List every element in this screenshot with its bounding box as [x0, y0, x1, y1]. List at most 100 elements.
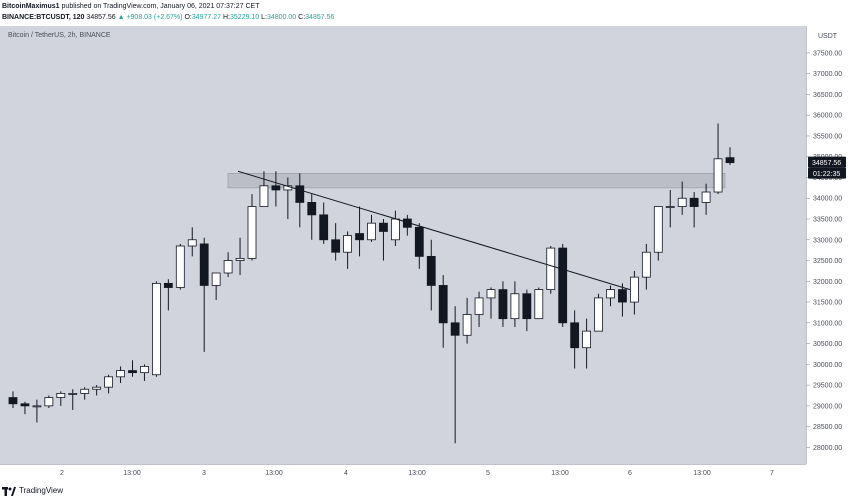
candle[interactable]: [235, 237, 245, 276]
candle[interactable]: [20, 401, 30, 415]
candle[interactable]: [630, 270, 639, 315]
candle[interactable]: [259, 171, 269, 207]
open-label: O:: [184, 14, 192, 21]
candle[interactable]: [32, 399, 42, 423]
candle[interactable]: [331, 223, 341, 261]
y-tick-label: 29500.00: [813, 383, 842, 390]
candle[interactable]: [653, 206, 663, 261]
candle-body-down: [689, 197, 699, 207]
candle[interactable]: [534, 287, 544, 320]
candle[interactable]: [68, 389, 78, 411]
candle[interactable]: [606, 285, 615, 307]
candle[interactable]: [44, 395, 54, 408]
candle[interactable]: [211, 272, 221, 300]
x-tick-label: 7: [770, 470, 774, 477]
descending-trendline[interactable]: [237, 170, 631, 291]
y-tick-label: 28500.00: [813, 424, 842, 431]
candle[interactable]: [618, 283, 627, 317]
candle[interactable]: [641, 243, 651, 290]
candle[interactable]: [558, 243, 568, 327]
x-tick-label: 13:00: [693, 470, 711, 477]
candle[interactable]: [677, 181, 687, 215]
x-tick-label: 13:00: [123, 470, 141, 477]
candle[interactable]: [140, 364, 149, 381]
candle-body-up: [367, 222, 376, 241]
candle[interactable]: [701, 183, 711, 215]
candle[interactable]: [295, 173, 305, 228]
candle[interactable]: [725, 147, 735, 166]
candle[interactable]: [80, 387, 90, 400]
candle[interactable]: [187, 227, 197, 257]
candle-body-down: [163, 282, 173, 288]
candle[interactable]: [343, 231, 353, 269]
candle[interactable]: [462, 297, 472, 344]
resistance-zone[interactable]: [227, 173, 726, 189]
candle-body-down: [271, 185, 281, 191]
candle[interactable]: [355, 206, 364, 257]
currency-label: USDT: [818, 33, 838, 40]
candle[interactable]: [426, 239, 436, 311]
candle-body-up: [390, 218, 400, 241]
candle[interactable]: [498, 281, 508, 327]
candle[interactable]: [474, 291, 484, 327]
candle[interactable]: [128, 360, 137, 377]
candle[interactable]: [163, 279, 173, 311]
candle[interactable]: [522, 289, 532, 332]
y-tick-label: 30000.00: [813, 362, 842, 369]
candle[interactable]: [546, 246, 556, 294]
candle[interactable]: [104, 374, 113, 394]
candle[interactable]: [56, 391, 66, 406]
candle[interactable]: [438, 275, 448, 348]
candle-body-down: [319, 214, 329, 241]
candle-body-up: [546, 247, 556, 290]
candle[interactable]: [379, 219, 388, 261]
candle[interactable]: [594, 293, 603, 332]
y-tick-label: 31500.00: [813, 300, 842, 307]
candle-body-up: [211, 272, 221, 286]
candle[interactable]: [450, 306, 460, 444]
candle-body-up: [140, 366, 149, 374]
candle[interactable]: [307, 194, 317, 240]
candle[interactable]: [510, 281, 520, 327]
candle-body-down: [199, 243, 209, 286]
y-tick-label: 32500.00: [813, 258, 842, 265]
candle-body-down: [331, 239, 341, 253]
candle[interactable]: [486, 287, 496, 319]
candle-body-down: [128, 370, 137, 374]
candle-body-up: [582, 330, 591, 349]
candle-body-down: [725, 157, 735, 164]
candle[interactable]: [116, 366, 125, 384]
candle-body-up: [594, 297, 603, 332]
candle[interactable]: [414, 223, 424, 269]
candle[interactable]: [175, 243, 185, 290]
ohlc-line: BINANCE:BTCUSDT, 120 34857.56 ▲ +908.03 …: [0, 12, 850, 24]
price-chart[interactable]: Bitcoin / TetherUS, 2h, BINANCE USDT 280…: [0, 26, 850, 485]
candle[interactable]: [271, 171, 281, 207]
candle[interactable]: [247, 194, 257, 261]
candle-body-down: [498, 289, 508, 320]
candle-body-down: [558, 247, 568, 324]
candle[interactable]: [570, 310, 580, 369]
candle[interactable]: [151, 281, 161, 377]
last-price-label: 34857.56: [812, 160, 841, 167]
plot-area[interactable]: [0, 26, 806, 464]
candle[interactable]: [92, 385, 102, 396]
x-tick-label: 3: [202, 470, 206, 477]
candle[interactable]: [223, 252, 233, 278]
candle[interactable]: [713, 123, 723, 195]
candle[interactable]: [8, 391, 18, 408]
tradingview-footer[interactable]: TradingView: [2, 485, 63, 497]
candle[interactable]: [367, 214, 376, 242]
author-name[interactable]: BitcoinMaximus1: [2, 3, 60, 10]
candle-body-up: [462, 314, 472, 336]
candle[interactable]: [689, 192, 699, 228]
candle[interactable]: [199, 237, 209, 352]
y-tick-label: 35500.00: [813, 133, 842, 140]
y-tick-label: 30500.00: [813, 341, 842, 348]
candle[interactable]: [665, 189, 675, 228]
x-tick-label: 13:00: [408, 470, 426, 477]
candle[interactable]: [319, 202, 329, 244]
candle-body-up: [116, 370, 125, 378]
candle[interactable]: [582, 318, 591, 369]
candle-body-up: [247, 206, 257, 259]
